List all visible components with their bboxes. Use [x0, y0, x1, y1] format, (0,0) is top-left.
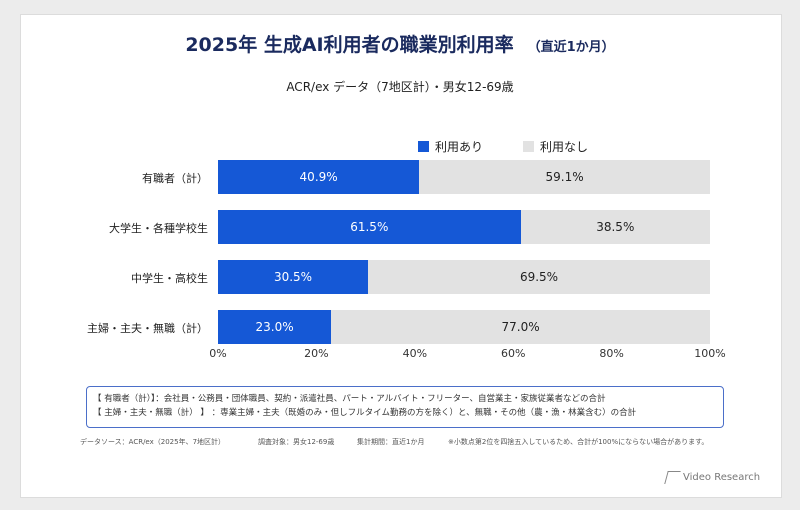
bar-value-label: 40.9%	[299, 170, 338, 184]
x-tick-label: 0%	[209, 347, 227, 360]
bar-value-label: 59.1%	[545, 170, 584, 184]
legend-item-used: 利用あり	[418, 138, 483, 155]
bar-unused: 77.0%	[331, 310, 710, 344]
bar-unused: 59.1%	[419, 160, 710, 194]
category-label: 主婦・主夫・無職（計）	[87, 322, 208, 335]
logo-mark-icon	[664, 471, 681, 484]
x-tick-label: 40%	[402, 347, 428, 360]
category-label: 大学生・各種学校生	[109, 222, 208, 235]
bar-used: 30.5%	[218, 260, 369, 294]
x-tick-label: 60%	[500, 347, 526, 360]
bar-used: 40.9%	[218, 160, 420, 194]
bar-value-label: 30.5%	[273, 270, 313, 284]
legend-swatch-unused	[523, 141, 535, 152]
logo-text: Video Research	[683, 472, 761, 483]
chart-title: 2025年 生成AI利用者の職業別利用率 （直近1か月）	[0, 30, 800, 57]
bar-unused: 69.5%	[368, 260, 710, 294]
legend-swatch-used	[418, 141, 429, 152]
note-homemaker: 【 主婦・主夫・無職（計） 】 ：専業主婦・主夫（既婚のみ・但しフルタイム勤務の…	[93, 408, 637, 418]
legend-item-unused: 利用なし	[523, 138, 588, 155]
bar-value-label: 77.0%	[501, 320, 540, 334]
footer-target: 調査対象：男女12-69歳	[258, 438, 335, 446]
legend-label-unused: 利用なし	[540, 140, 589, 154]
bar-value-label: 61.5%	[350, 220, 389, 234]
x-tick-label: 80%	[599, 347, 624, 360]
x-tick-label: 100%	[694, 347, 726, 360]
bar-used: 61.5%	[218, 210, 521, 244]
chart-subtitle: ACR/ex データ（7地区計）・男女12-69歳	[286, 80, 514, 94]
definition-notes: 【 有職者（計）】：会社員・公務員・団体職員、契約・派遣社員、パート・アルバイト…	[86, 386, 724, 428]
bar-value-label: 69.5%	[519, 270, 559, 284]
footer-source: データソース：ACR/ex（2025年、7地区計）	[80, 438, 226, 446]
legend-label-used: 利用あり	[435, 140, 484, 154]
x-tick-label: 20%	[304, 347, 329, 360]
chart-title-main: 2025年 生成AI利用者の職業別利用率	[185, 34, 514, 56]
bar-value-label: 23.0%	[255, 320, 294, 334]
bar-unused: 38.5%	[520, 210, 710, 244]
chart-legend: 利用あり 利用なし	[418, 138, 588, 155]
note-employed: 【 有職者（計）】：会社員・公務員・団体職員、契約・派遣社員、パート・アルバイト…	[93, 394, 606, 404]
category-label: 中学生・高校生	[131, 272, 208, 285]
footer-period: 集計期間：直近1か月	[357, 438, 425, 446]
category-label: 有職者（計）	[142, 172, 208, 185]
bar-value-label: 38.5%	[596, 220, 635, 234]
bar-used: 23.0%	[218, 310, 332, 344]
video-research-logo: Video Research	[664, 471, 761, 484]
footer-rounding-note: ※小数点第2位を四捨五入しているため、合計が100%にならない場合があります。	[448, 438, 709, 446]
chart-title-sub: （直近1か月）	[527, 40, 615, 55]
